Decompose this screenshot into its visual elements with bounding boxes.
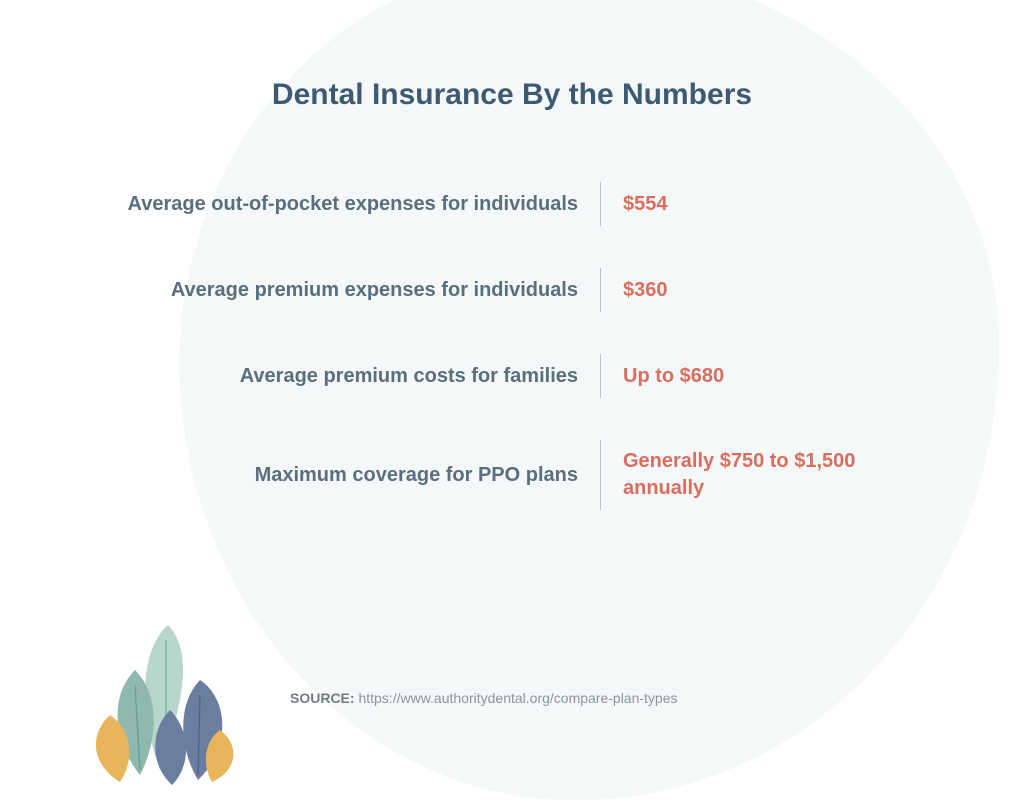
stat-row: Maximum coverage for PPO plans Generally… (0, 448, 984, 502)
stat-value: $554 (601, 191, 668, 218)
page-title: Dental Insurance By the Numbers (0, 78, 1024, 112)
source-citation: SOURCE: https://www.authoritydental.org/… (290, 690, 678, 706)
stat-row: Average out-of-pocket expenses for indiv… (0, 190, 984, 218)
stat-value: Generally $750 to $1,500 annually (601, 448, 861, 502)
stat-row: Average premium costs for families Up to… (0, 362, 984, 390)
stat-label: Average out-of-pocket expenses for indiv… (0, 193, 600, 216)
stat-label: Maximum coverage for PPO plans (0, 464, 600, 487)
stat-label: Average premium expenses for individuals (0, 279, 600, 302)
stat-label: Average premium costs for families (0, 365, 600, 388)
infographic-canvas: Dental Insurance By the Numbers Average … (0, 0, 1024, 802)
source-label: SOURCE: (290, 690, 355, 706)
stats-list: Average out-of-pocket expenses for indiv… (0, 190, 1024, 502)
stat-row: Average premium expenses for individuals… (0, 276, 984, 304)
stat-value: $360 (601, 277, 668, 304)
plant-icon (80, 600, 260, 790)
stat-value: Up to $680 (601, 363, 724, 390)
source-url: https://www.authoritydental.org/compare-… (358, 690, 677, 706)
